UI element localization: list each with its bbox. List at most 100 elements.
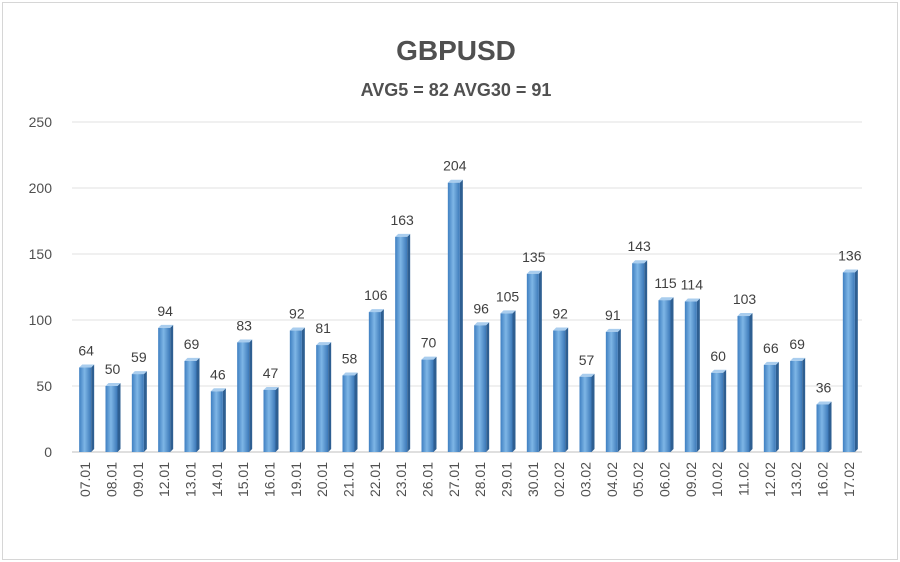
bar-side bbox=[828, 401, 832, 452]
x-tick-label: 21.01 bbox=[341, 462, 357, 497]
bar-face bbox=[316, 345, 329, 452]
bar bbox=[632, 260, 648, 452]
bar-side bbox=[275, 386, 279, 452]
data-label: 64 bbox=[78, 343, 94, 359]
bar-top bbox=[816, 401, 832, 405]
x-tick-label: 22.01 bbox=[367, 462, 383, 497]
bar-top bbox=[658, 297, 674, 301]
data-label: 69 bbox=[789, 336, 805, 352]
bar-face bbox=[79, 367, 92, 452]
x-tick-label: 11.02 bbox=[736, 462, 752, 496]
bar-face bbox=[842, 272, 855, 452]
bar bbox=[474, 322, 490, 452]
bar-top bbox=[289, 327, 305, 331]
bar-top bbox=[447, 179, 463, 183]
x-tick-label: 29.01 bbox=[499, 462, 515, 497]
bar bbox=[605, 328, 621, 452]
bar-top bbox=[184, 357, 200, 361]
data-label: 135 bbox=[522, 249, 546, 265]
x-tick-label: 12.01 bbox=[156, 462, 172, 497]
x-tick-label: 12.02 bbox=[762, 462, 778, 497]
data-label: 81 bbox=[315, 320, 331, 336]
bar bbox=[447, 179, 463, 452]
x-tick-label: 03.02 bbox=[578, 462, 594, 497]
bar-top bbox=[210, 388, 226, 392]
bar-face bbox=[263, 389, 276, 452]
y-tick-label: 100 bbox=[29, 312, 53, 328]
data-label: 115 bbox=[654, 275, 677, 291]
y-tick-label: 0 bbox=[44, 444, 52, 460]
bar bbox=[526, 270, 542, 452]
data-label: 143 bbox=[627, 238, 651, 254]
data-label: 106 bbox=[364, 287, 388, 303]
bar-top bbox=[684, 298, 700, 302]
x-tick-label: 16.01 bbox=[262, 462, 278, 497]
bar-face bbox=[711, 372, 724, 452]
bar-face bbox=[237, 342, 250, 452]
bar bbox=[368, 309, 384, 452]
bar-face bbox=[763, 364, 776, 452]
bar bbox=[500, 310, 516, 452]
data-label: 58 bbox=[342, 350, 358, 366]
bar-top bbox=[605, 328, 621, 332]
bar bbox=[684, 298, 700, 452]
bar bbox=[289, 327, 305, 452]
bar-side bbox=[196, 357, 200, 452]
bar-top bbox=[131, 371, 147, 375]
x-tick-label: 05.02 bbox=[630, 462, 646, 497]
bar bbox=[395, 233, 411, 452]
data-label: 94 bbox=[157, 303, 173, 319]
x-tick-label: 16.02 bbox=[815, 462, 831, 497]
x-tick-label: 02.02 bbox=[551, 462, 567, 497]
bar-face bbox=[526, 273, 539, 452]
bar-top bbox=[263, 386, 279, 390]
bar-face bbox=[579, 376, 592, 452]
bar bbox=[421, 356, 437, 452]
bar-top bbox=[237, 339, 253, 343]
bar-side bbox=[617, 328, 621, 452]
bar bbox=[105, 383, 121, 452]
bar-face bbox=[131, 374, 144, 452]
bar bbox=[711, 369, 727, 452]
y-tick-label: 250 bbox=[29, 114, 53, 130]
bar-face bbox=[289, 330, 302, 452]
bar-side bbox=[512, 310, 516, 452]
bar bbox=[737, 313, 753, 452]
x-tick-label: 14.01 bbox=[209, 462, 225, 497]
bar-side bbox=[696, 298, 700, 452]
bar bbox=[184, 357, 200, 452]
bar-side bbox=[486, 322, 490, 452]
data-label: 57 bbox=[579, 352, 595, 368]
x-tick-label: 07.01 bbox=[77, 462, 93, 497]
bar bbox=[790, 357, 806, 452]
bar bbox=[658, 297, 674, 452]
data-label: 50 bbox=[105, 361, 121, 377]
data-label: 105 bbox=[496, 288, 520, 304]
bar bbox=[816, 401, 832, 452]
bar-face bbox=[684, 301, 697, 452]
x-tick-label: 26.01 bbox=[420, 462, 436, 497]
bar bbox=[579, 373, 595, 452]
bar bbox=[210, 388, 226, 452]
bar-top bbox=[842, 269, 858, 273]
x-tick-label: 15.01 bbox=[235, 462, 251, 497]
bar bbox=[842, 269, 858, 452]
bar-face bbox=[553, 330, 566, 452]
x-tick-label: 19.01 bbox=[288, 462, 304, 497]
bar-top bbox=[368, 309, 384, 313]
data-label: 66 bbox=[763, 340, 779, 356]
bar-top bbox=[395, 233, 411, 237]
bar-top bbox=[105, 383, 121, 386]
x-tick-label: 09.01 bbox=[130, 462, 146, 497]
data-label: 46 bbox=[210, 366, 226, 382]
bar-side bbox=[222, 388, 226, 452]
bar bbox=[553, 327, 569, 452]
x-tick-label: 13.02 bbox=[788, 462, 804, 497]
data-label: 114 bbox=[681, 277, 704, 293]
bar-face bbox=[368, 312, 381, 452]
data-label: 103 bbox=[733, 291, 757, 307]
bar-top bbox=[79, 364, 95, 368]
bar-top bbox=[500, 310, 516, 314]
x-tick-label: 13.01 bbox=[183, 462, 199, 497]
